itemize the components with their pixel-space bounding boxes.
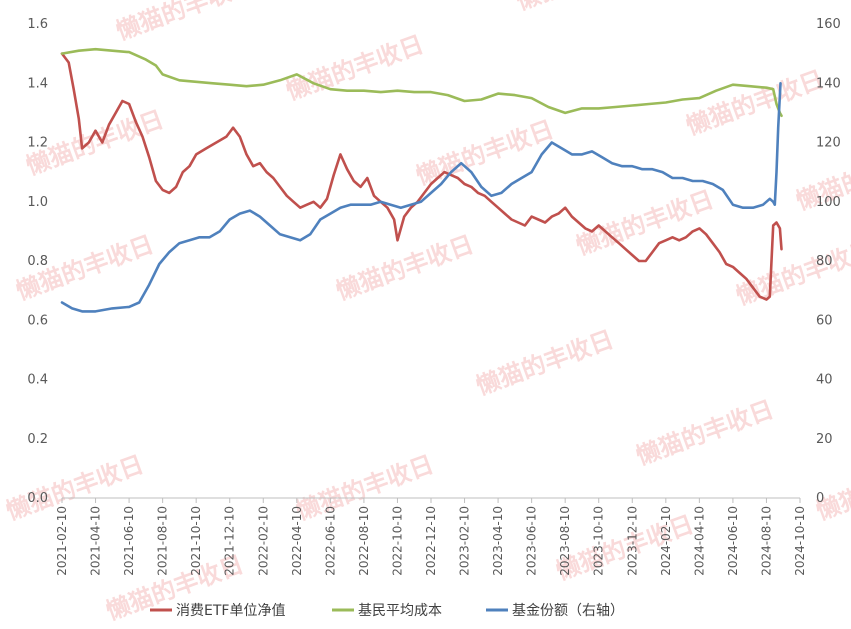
legend-label: 基民平均成本 <box>358 602 442 619</box>
x-tick-label: 2024-02-10 <box>659 506 673 576</box>
y-left-tick-label: 0.0 <box>27 491 48 506</box>
series-layer <box>60 47 783 313</box>
y-left-tick-label: 1.4 <box>27 76 48 91</box>
x-tick-label: 2024-10-10 <box>793 506 807 576</box>
x-tick-label: 2022-04-10 <box>290 506 304 576</box>
y-left-tick-label: 0.2 <box>27 432 48 447</box>
y-right-tick-label: 160 <box>816 17 841 32</box>
x-tick-label: 2024-06-10 <box>726 506 740 576</box>
watermark-text: 懒猫的丰收日 <box>332 230 477 306</box>
y-left-tick-label: 0.6 <box>27 313 48 328</box>
x-tick-label: 2022-12-10 <box>424 506 438 576</box>
y-left-tick-label: 1.6 <box>27 17 48 32</box>
watermark-text: 懒猫的丰收日 <box>812 450 851 526</box>
y-right-tick-label: 140 <box>816 76 841 91</box>
x-tick-label: 2021-06-10 <box>122 506 136 576</box>
watermark-text: 懒猫的丰收日 <box>732 235 851 311</box>
watermark-text: 懒猫的丰收日 <box>632 395 777 471</box>
legend-label: 消费ETF单位净值 <box>176 603 285 619</box>
y-right-tick-label: 40 <box>816 373 833 388</box>
legend-label: 基金份额（右轴） <box>512 602 624 619</box>
x-tick-label: 2022-06-10 <box>323 506 337 576</box>
x-tick-label: 2021-10-10 <box>189 506 203 576</box>
x-tick-label: 2023-04-10 <box>491 506 505 576</box>
series-line <box>60 52 783 301</box>
watermark-text: 懒猫的丰收日 <box>412 115 557 191</box>
y-right-tick-label: 20 <box>816 432 833 447</box>
y-right-tick-label: 120 <box>816 136 841 151</box>
watermark-text: 懒猫的丰收日 <box>112 0 257 46</box>
watermark-text: 懒猫的丰收日 <box>682 65 827 141</box>
watermark-text: 懒猫的丰收日 <box>572 185 717 261</box>
x-tick-label: 2023-10-10 <box>592 506 606 576</box>
series-line <box>60 82 782 313</box>
x-tick-label: 2021-12-10 <box>223 506 237 576</box>
y-left-tick-label: 1.0 <box>27 195 48 210</box>
series-line <box>60 47 783 118</box>
watermark-text: 懒猫的丰收日 <box>472 325 617 401</box>
watermark-text: 懒猫的丰收日 <box>282 30 427 106</box>
legend: 消费ETF单位净值 基民平均成本 基金份额（右轴） <box>150 602 624 619</box>
x-tick-label: 2024-08-10 <box>759 506 773 576</box>
y-left-tick-label: 0.8 <box>27 254 48 269</box>
x-tick-label: 2021-02-10 <box>55 506 69 576</box>
x-tick-label: 2023-02-10 <box>458 506 472 576</box>
axes: 0.0 0.2 0.4 0.6 0.8 1.0 1.2 1.4 1.6 0 20 40 60 80 100 1… <box>27 17 841 576</box>
x-tick-label: 2021-04-10 <box>89 506 103 576</box>
x-tick-label: 2024-04-10 <box>692 506 706 576</box>
x-tick-label: 2023-08-10 <box>558 506 572 576</box>
y-left-tick-label: 1.2 <box>27 136 48 151</box>
x-tick-label: 2022-10-10 <box>390 506 404 576</box>
y-left-tick-label: 0.4 <box>27 373 48 388</box>
y-right-tick-label: 100 <box>816 195 841 210</box>
x-tick-label: 2022-08-10 <box>357 506 371 576</box>
y-right-tick-label: 80 <box>816 254 833 269</box>
y-right-tick-label: 0 <box>816 491 824 506</box>
x-tick-label: 2022-02-10 <box>256 506 270 576</box>
x-tick-label: 2021-08-10 <box>156 506 170 576</box>
x-tick-label: 2023-12-10 <box>625 506 639 576</box>
y-right-tick-label: 60 <box>816 313 833 328</box>
x-tick-label: 2023-06-10 <box>525 506 539 576</box>
watermark-text: 懒猫的丰收日 <box>512 0 657 16</box>
